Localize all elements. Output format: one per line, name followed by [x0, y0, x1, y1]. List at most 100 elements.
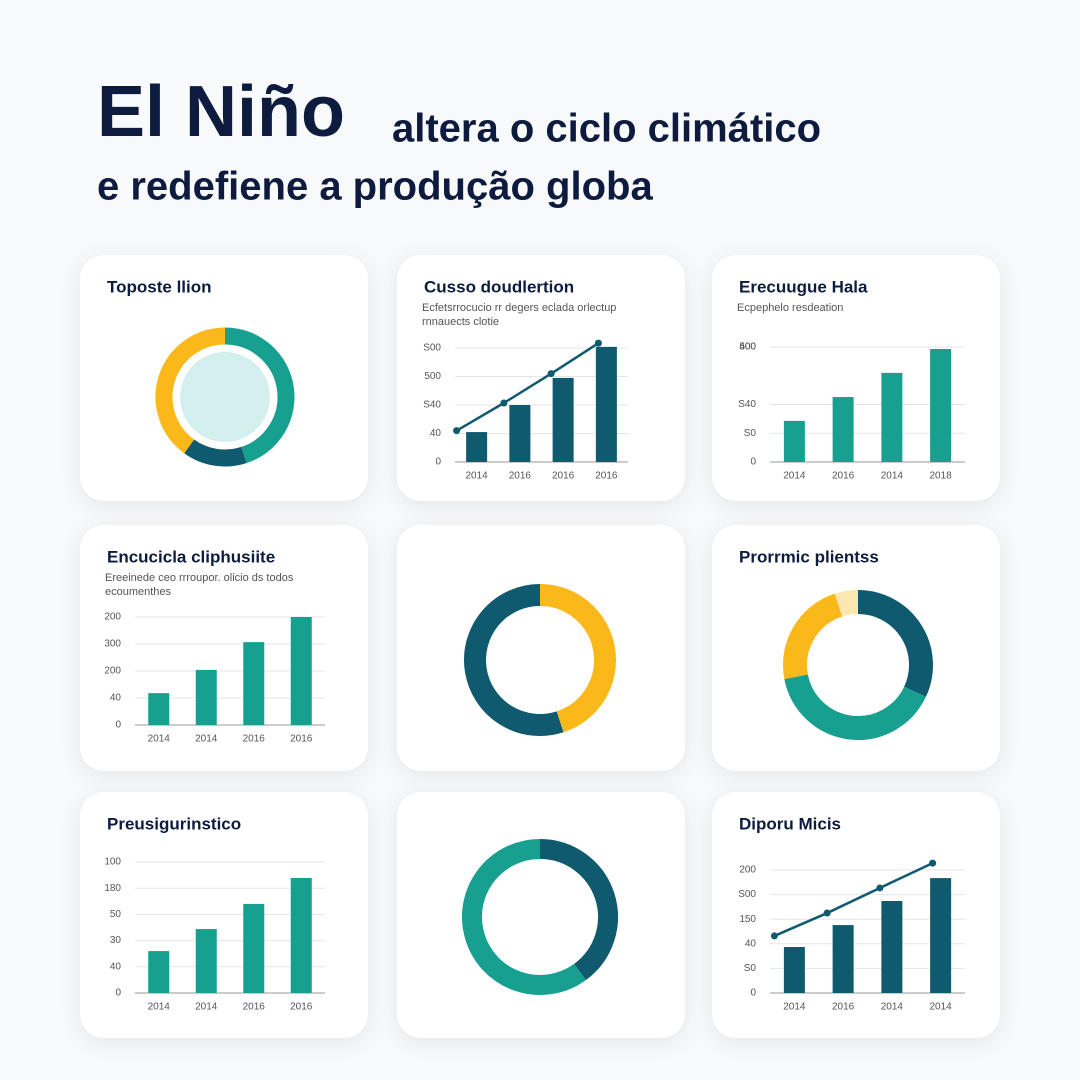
- donut-segment: [857, 590, 933, 697]
- x-tick-label: 2016: [243, 734, 266, 745]
- donut-segment: [155, 327, 226, 454]
- bar: [148, 951, 170, 993]
- y-tick-label: 400: [739, 342, 756, 353]
- y-tick-label: 40: [430, 428, 442, 439]
- card-subtitle: Ecfetsrrocucio rr degers eclada orlectup: [422, 302, 616, 314]
- bar: [783, 420, 805, 462]
- y-tick-label: S00: [423, 343, 441, 354]
- x-tick-label: 2016: [832, 471, 855, 482]
- card-title: Prorrmic plientss: [739, 547, 879, 566]
- y-tick-label: S0: [744, 428, 757, 439]
- bar: [783, 946, 805, 993]
- y-tick-label: 200: [739, 865, 756, 876]
- y-tick-label: 0: [435, 457, 441, 468]
- headline-line2: e redefiene a produção globa: [97, 165, 653, 209]
- bar: [930, 349, 952, 462]
- card-title: Erecuugue Hala: [739, 277, 868, 296]
- trend-line: [773, 861, 934, 938]
- bar: [552, 377, 574, 462]
- bar: [148, 693, 170, 725]
- bar: [195, 669, 217, 725]
- donut-segment: [784, 674, 926, 740]
- trend-point: [594, 339, 602, 347]
- y-tick-label: S40: [423, 400, 441, 411]
- x-tick-label: 2014: [195, 734, 218, 745]
- x-tick-label: 2016: [552, 471, 575, 482]
- bar: [595, 346, 617, 462]
- trend-point: [453, 427, 461, 435]
- y-tick-label: 300: [104, 639, 121, 650]
- y-tick-label: 40: [110, 693, 122, 704]
- y-tick-label: 100: [104, 857, 121, 868]
- bar: [195, 929, 217, 993]
- bar: [832, 925, 854, 993]
- trend-point: [500, 399, 508, 407]
- donut-segment: [539, 584, 616, 733]
- x-tick-label: 2014: [783, 1002, 806, 1013]
- card-title: Toposte llion: [107, 277, 212, 296]
- bar: [466, 432, 488, 462]
- trend-line: [455, 342, 600, 432]
- x-tick-label: 2016: [832, 1002, 855, 1013]
- y-tick-label: S40: [738, 399, 756, 410]
- y-tick-label: 150: [739, 914, 756, 925]
- y-tick-label: 50: [110, 909, 122, 920]
- bar: [832, 397, 854, 462]
- card-title: Diporu Micis: [739, 814, 841, 833]
- x-tick-label: 2016: [595, 471, 618, 482]
- x-tick-label: 2016: [509, 471, 532, 482]
- card: [397, 525, 685, 771]
- y-tick-label: 30: [110, 935, 122, 946]
- headline-emphasis: El Niño: [97, 72, 345, 152]
- y-tick-label: 0: [750, 457, 756, 468]
- bar: [243, 642, 265, 725]
- x-tick-label: 2014: [881, 471, 904, 482]
- y-tick-label: 0: [750, 988, 756, 999]
- card-subtitle: rnnauects clotie: [422, 316, 499, 328]
- y-tick-label: 200: [104, 612, 121, 623]
- headline: altera o ciclo climático: [392, 107, 821, 151]
- donut-segment: [539, 839, 618, 981]
- donut-segment: [464, 584, 564, 736]
- y-tick-label: 0: [115, 720, 121, 731]
- bar: [290, 617, 312, 725]
- donut-segment: [184, 439, 247, 467]
- x-tick-label: 2016: [243, 1002, 266, 1013]
- trend-point: [770, 932, 778, 940]
- bar: [930, 878, 952, 993]
- y-tick-label: 500: [424, 371, 441, 382]
- bar: [509, 405, 531, 462]
- x-tick-label: 2014: [930, 1002, 953, 1013]
- y-tick-label: S00: [738, 889, 756, 900]
- y-tick-label: 180: [104, 883, 121, 894]
- card-subtitle: Ereeinede ceo rrroupor. olicio ds todos: [105, 572, 294, 584]
- donut-center: [180, 352, 270, 442]
- y-tick-label: 40: [110, 961, 122, 972]
- trend-point: [876, 884, 884, 892]
- donut-segment: [224, 327, 295, 464]
- x-tick-label: 2014: [881, 1002, 904, 1013]
- card-subtitle: Ecpephelo resdeation: [737, 302, 843, 314]
- x-tick-label: 2014: [783, 471, 806, 482]
- x-tick-label: 2014: [148, 1002, 171, 1013]
- y-tick-label: 200: [104, 666, 121, 677]
- card: [712, 525, 1000, 771]
- trend-point: [547, 370, 555, 378]
- donut-segment: [462, 839, 586, 995]
- card-title: Preusigurinstico: [107, 814, 241, 833]
- x-tick-label: 2014: [148, 734, 171, 745]
- card-subtitle: ecoumenthes: [105, 586, 172, 598]
- x-tick-label: 2018: [930, 471, 953, 482]
- bar: [243, 903, 265, 993]
- bar: [881, 900, 903, 993]
- donut-segment: [783, 593, 843, 680]
- donut-segment: [834, 590, 859, 617]
- x-tick-label: 2014: [466, 471, 489, 482]
- y-tick-label: S0: [744, 963, 757, 974]
- bar: [881, 372, 903, 462]
- card-title: Cusso doudlertion: [424, 277, 574, 296]
- trend-point: [929, 859, 937, 867]
- x-tick-label: 2016: [290, 1002, 313, 1013]
